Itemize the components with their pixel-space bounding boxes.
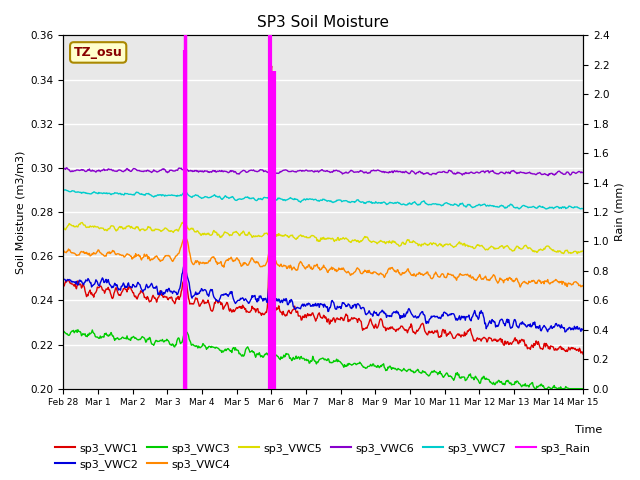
Legend: sp3_VWC1, sp3_VWC2, sp3_VWC3, sp3_VWC4, sp3_VWC5, sp3_VWC6, sp3_VWC7, sp3_Rain: sp3_VWC1, sp3_VWC2, sp3_VWC3, sp3_VWC4, … (51, 438, 595, 474)
Y-axis label: Soil Moisture (m3/m3): Soil Moisture (m3/m3) (15, 150, 25, 274)
Text: Time: Time (575, 425, 602, 435)
Text: TZ_osu: TZ_osu (74, 46, 122, 59)
Y-axis label: Rain (mm): Rain (mm) (615, 183, 625, 241)
Title: SP3 Soil Moisture: SP3 Soil Moisture (257, 15, 389, 30)
